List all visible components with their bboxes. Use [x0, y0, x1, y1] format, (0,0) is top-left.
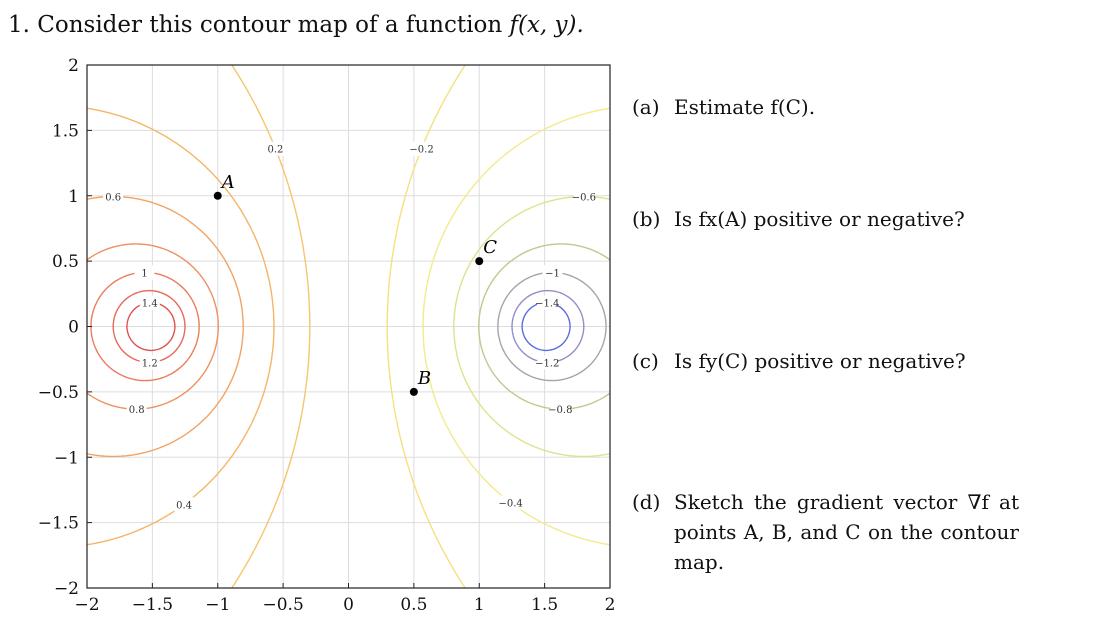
problem-number: 1. [8, 12, 30, 38]
contour-label: −0.2 [409, 145, 433, 156]
y-tick-label: 1 [68, 187, 79, 207]
contour-line [497, 271, 607, 382]
contour-line [478, 243, 611, 410]
contour-line [453, 195, 611, 458]
labeled-points: A B C [213, 172, 497, 396]
contour-label-bg [411, 141, 432, 156]
point-c-marker [475, 257, 484, 266]
contour-label-bg [537, 295, 558, 310]
contour-line [86, 243, 219, 410]
contour-label-bg [126, 402, 147, 417]
y-tick-label: 2 [68, 56, 79, 76]
contour-line [90, 271, 200, 382]
question-a-text: Estimate f(C). [674, 95, 816, 119]
contour-label-bg [174, 497, 195, 512]
y-tick-label: 1.5 [52, 121, 79, 141]
y-tick-label: 0.5 [52, 252, 79, 272]
x-tick-label: −1 [205, 595, 230, 615]
contour-label-bg [134, 265, 155, 280]
point-b-marker [409, 387, 418, 396]
contour-label: 1.2 [142, 358, 158, 369]
contour-label: −0.6 [572, 193, 596, 204]
contour-line [86, 195, 244, 458]
problem-text: Consider this contour map of a function [37, 12, 503, 38]
y-tick-label: −0.5 [38, 383, 79, 403]
contour-label-bg [542, 265, 563, 280]
point-a-label: A [220, 172, 235, 193]
contour-line [231, 64, 311, 589]
contour-label: −0.4 [498, 499, 522, 510]
y-tick-label: 0 [68, 318, 79, 338]
contour-label: 0.4 [176, 500, 192, 511]
x-tick-label: −2 [74, 595, 99, 615]
contour-line [86, 107, 275, 546]
contour-label-bg [139, 295, 160, 310]
point-a-marker [213, 191, 222, 200]
x-tick-label: −0.5 [262, 595, 303, 615]
contour-label: 0.6 [105, 193, 121, 204]
y-tick-label: −2 [54, 579, 79, 599]
x-tick-label: 1 [474, 595, 485, 615]
contour-line [511, 289, 585, 364]
x-tick-label: 2 [605, 595, 616, 615]
contour-label-bg [103, 189, 124, 204]
contour-label-bg [139, 355, 160, 370]
question-d-text: Sketch the gradient vector ∇f at points … [674, 490, 1019, 574]
question-d: (d) Sketch the gradient vector ∇f at poin… [632, 487, 1019, 577]
contour-line [386, 64, 466, 589]
point-c-label: C [483, 237, 497, 258]
contour-line [112, 289, 186, 364]
axis-ticks: −2 −1.5 −1 −0.5 0 0.5 1 1.5 2 2 1.5 1 0.5 0 −0.5 −1 −1.5… [38, 56, 616, 615]
point-b-label: B [417, 368, 431, 389]
x-tick-label: 0 [343, 595, 354, 615]
contour-label-bg [500, 495, 521, 510]
contour-label-bg [573, 189, 594, 204]
function-name: f(x, y). [509, 12, 584, 38]
x-tick-label: −1.5 [132, 595, 173, 615]
x-tick-label: 0.5 [400, 595, 427, 615]
question-a-label: (a) [632, 95, 660, 119]
question-b: (b) Is fx(A) positive or negative? [632, 204, 965, 234]
contour-label: −0.8 [548, 405, 572, 416]
contour-line [422, 107, 611, 546]
contour-label-bg [550, 402, 571, 417]
question-a: (a) Estimate f(C). [632, 92, 815, 122]
contour-label: 0.2 [267, 145, 283, 156]
y-tick-label: −1 [54, 448, 79, 468]
problem-heading: 1. Consider this contour map of a functi… [8, 12, 584, 38]
x-tick-label: 1.5 [531, 595, 558, 615]
contour-label: 1.4 [142, 299, 158, 310]
y-tick-label: −1.5 [38, 514, 79, 534]
contour-label: 1 [141, 268, 147, 279]
contour-label: 0.8 [129, 405, 145, 416]
question-b-label: (b) [632, 207, 661, 231]
contour-label-bg [265, 141, 286, 156]
question-d-label: (d) [632, 490, 661, 514]
question-c-text: Is fy(C) positive or negative? [674, 349, 966, 373]
grid-lines [86, 64, 611, 589]
contour-label: −1.2 [535, 358, 559, 369]
contour-label: −1.4 [535, 299, 559, 310]
question-c: (c) Is fy(C) positive or negative? [632, 346, 966, 376]
contour-label: −1 [545, 268, 560, 279]
question-c-label: (c) [632, 349, 659, 373]
question-b-text: Is fx(A) positive or negative? [674, 207, 965, 231]
contour-lines [86, 64, 611, 589]
contour-label-bg [537, 355, 558, 370]
contour-labels: 1.4 1.2 1 0.8 0.6 0.4 0.2 −0.2 −0.4 −0.6 −0.8 −1 −1.… [103, 141, 596, 512]
